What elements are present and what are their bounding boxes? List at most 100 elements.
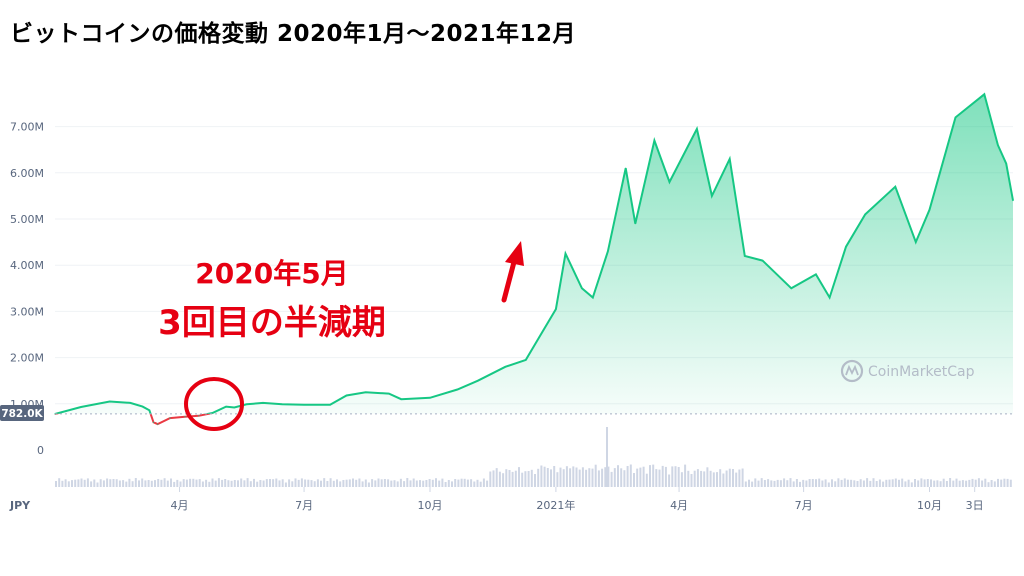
x-tick-label: 3日 <box>966 499 984 512</box>
volume-bar <box>144 480 147 487</box>
volume-bar <box>623 470 626 487</box>
volume-bar <box>534 474 536 487</box>
volume-bar <box>86 478 89 487</box>
volume-bar <box>300 478 303 487</box>
volume-bar <box>380 479 383 487</box>
volume-bar <box>329 478 332 487</box>
volume-bar <box>224 479 227 487</box>
volume-bar <box>968 479 971 487</box>
x-tick-label: 10月 <box>417 499 442 512</box>
data-point <box>262 402 264 404</box>
volume-bar <box>859 479 862 487</box>
volume-bar <box>993 481 996 487</box>
data-point <box>129 402 131 404</box>
volume-bar <box>853 480 856 487</box>
volume-bar <box>767 479 770 487</box>
volume-bar <box>974 479 977 487</box>
x-axis: 4月 7月 10月 2021年 4月 7月 10月 3日 <box>171 487 984 512</box>
volume-bar <box>926 479 929 487</box>
data-point <box>80 406 82 408</box>
volume-bar <box>696 469 699 487</box>
volume-bar <box>205 479 208 487</box>
volume-bar <box>735 472 738 487</box>
volume-bar <box>339 481 342 487</box>
volume-bar <box>211 478 214 487</box>
volume-bar <box>846 479 849 487</box>
volume-bar <box>789 478 792 487</box>
volume-bar <box>671 466 674 487</box>
volume-bar <box>173 481 176 487</box>
volume-bar <box>259 480 262 487</box>
volume-bar <box>201 481 204 487</box>
volume-bar <box>942 478 945 487</box>
volume-bar <box>399 478 402 487</box>
volume-bar <box>109 479 112 487</box>
volume-bar <box>61 480 64 487</box>
volume-bar <box>639 467 642 487</box>
volume-bar <box>291 481 294 487</box>
halving-circle <box>184 377 244 431</box>
volume-bar <box>840 479 843 487</box>
volume-bar <box>428 479 431 487</box>
volume-bar <box>240 478 243 487</box>
volume-bar <box>214 480 217 487</box>
volume-bar <box>856 481 859 487</box>
current-price-label: 782.0K <box>1 408 43 420</box>
volume-bar <box>106 478 109 487</box>
volume-bar <box>470 479 473 487</box>
volume-bar <box>997 478 999 487</box>
volume-bar <box>808 479 811 487</box>
volume-bar <box>904 481 907 487</box>
volume-bar <box>479 481 482 487</box>
logo-mark-icon <box>845 364 859 376</box>
volume-bar <box>166 480 169 487</box>
x-tick-label: 7月 <box>295 499 313 512</box>
volume-bar <box>987 482 990 487</box>
volume-bar <box>540 465 543 487</box>
volume-bar <box>939 481 942 487</box>
volume-bar <box>645 473 648 487</box>
volume-bar <box>498 471 501 487</box>
volume-bar <box>706 467 709 487</box>
annotation-label: 3回目の半減期 <box>158 303 386 343</box>
data-point <box>696 128 698 130</box>
volume-bar <box>633 473 635 487</box>
volume-bar <box>901 478 904 487</box>
volume-bar <box>725 470 728 487</box>
volume-bar <box>284 482 287 487</box>
volume-bar <box>990 480 993 487</box>
volume-bar <box>489 471 492 487</box>
volume-bar <box>543 466 546 487</box>
coinmarketcap-logo-icon <box>840 359 864 383</box>
volume-bar <box>71 480 73 487</box>
volume-bar <box>824 479 827 487</box>
volume-bar <box>649 465 651 487</box>
data-point <box>581 287 583 289</box>
volume-bar <box>189 478 192 487</box>
volume-bar <box>422 480 425 487</box>
volume-bar <box>524 471 527 487</box>
data-point <box>456 388 458 391</box>
currency-label: JPY <box>9 499 31 512</box>
volume-bar <box>473 481 476 487</box>
data-point <box>711 195 713 197</box>
volume-bar <box>716 472 718 487</box>
data-point <box>538 336 541 338</box>
volume-bar <box>866 478 869 487</box>
data-point <box>429 397 431 399</box>
data-point <box>152 421 155 423</box>
volume-bar <box>58 478 61 487</box>
volume-bar <box>668 474 671 487</box>
volume-bar <box>556 472 559 487</box>
volume-bar <box>96 482 99 487</box>
volume-bar <box>447 480 450 487</box>
volume-bar <box>163 478 166 487</box>
volume-bar <box>607 466 610 487</box>
volume-bar <box>221 479 224 487</box>
volume-bar <box>652 464 655 487</box>
volume-bar <box>581 467 584 487</box>
volume-bar <box>658 469 661 487</box>
data-point <box>184 416 186 418</box>
data-point <box>555 308 557 310</box>
